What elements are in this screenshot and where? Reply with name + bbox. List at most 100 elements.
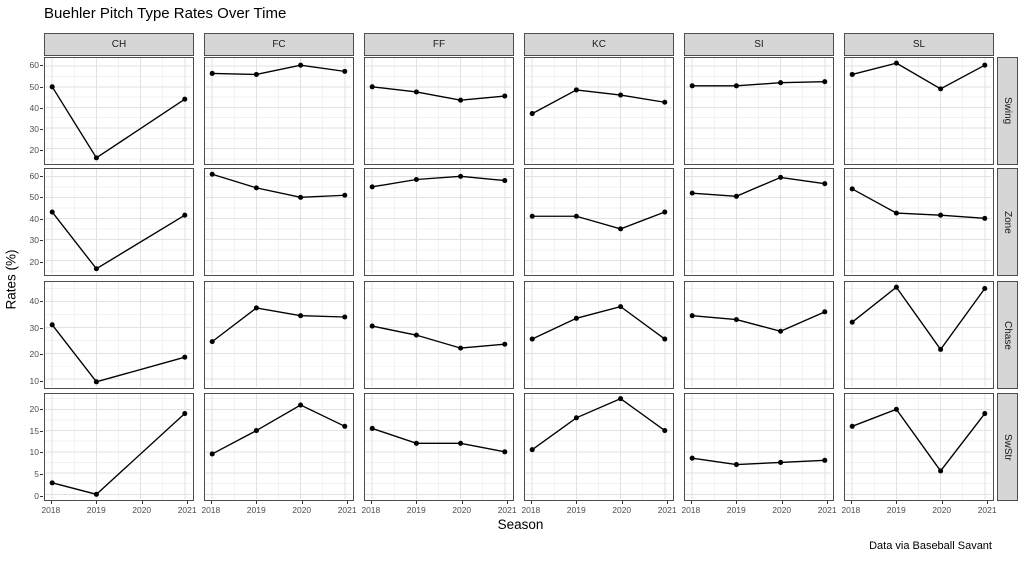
data-point xyxy=(618,396,624,402)
data-point xyxy=(93,155,99,161)
x-tick-label: 2018 xyxy=(681,505,701,515)
x-tick-label: 2020 xyxy=(452,505,472,515)
data-point xyxy=(413,176,419,183)
x-tick-mark xyxy=(690,501,692,504)
x-tick-mark xyxy=(576,501,578,504)
data-point xyxy=(369,425,375,431)
data-point xyxy=(618,92,624,98)
y-tick-mark xyxy=(40,240,43,242)
data-point xyxy=(689,83,695,89)
data-point xyxy=(733,317,739,323)
data-point xyxy=(982,62,988,68)
data-point xyxy=(49,480,55,486)
x-tick-mark xyxy=(141,501,143,504)
data-point xyxy=(253,428,259,434)
x-tick-label: 2018 xyxy=(841,505,861,515)
x-tick-label: 2020 xyxy=(772,505,792,515)
y-tick-label: 50 xyxy=(29,81,39,92)
series-line xyxy=(852,62,986,90)
data-point xyxy=(209,451,215,457)
data-point xyxy=(413,440,419,446)
x-tick-mark xyxy=(621,501,623,504)
series-line xyxy=(851,408,986,473)
y-tick-label: 40 xyxy=(29,296,39,306)
x-tick-label: 2020 xyxy=(612,505,632,515)
y-tick-label: 15 xyxy=(29,425,39,436)
data-point xyxy=(938,468,944,474)
x-tick-label: 2021 xyxy=(977,505,997,515)
y-tick-mark xyxy=(40,107,43,109)
facet-row-strip-swstr: SwStr xyxy=(997,393,1018,501)
data-point xyxy=(298,313,304,319)
data-point xyxy=(689,190,695,196)
y-axis-title: Rates (%) xyxy=(3,249,19,310)
series-line xyxy=(211,404,346,455)
data-point xyxy=(982,215,988,221)
series-line xyxy=(692,311,826,332)
x-tick-label: 2018 xyxy=(201,505,221,515)
series-line xyxy=(372,175,505,188)
x-tick-label: 2020 xyxy=(292,505,312,515)
facet-column-strip-ff: FF xyxy=(364,33,514,56)
x-tick-mark xyxy=(896,501,898,504)
data-point xyxy=(502,93,508,99)
facet-panel-ch-zone xyxy=(44,168,194,276)
x-tick-label: 2019 xyxy=(246,505,266,515)
chart-title: Buehler Pitch Type Rates Over Time xyxy=(44,5,287,22)
y-tick-label: 40 xyxy=(29,213,39,224)
x-tick-label: 2018 xyxy=(361,505,381,515)
y-tick-mark xyxy=(40,496,43,498)
x-tick-label: 2018 xyxy=(41,505,61,515)
data-point xyxy=(253,185,259,191)
data-point xyxy=(733,462,739,468)
facet-panel-fc-swing xyxy=(204,57,354,165)
data-point xyxy=(182,354,188,360)
facet-panel-si-chase xyxy=(684,281,834,389)
data-point xyxy=(573,213,579,219)
x-tick-label: 2019 xyxy=(566,505,586,515)
y-tick-label: 10 xyxy=(29,376,39,386)
data-point xyxy=(893,210,899,216)
data-point xyxy=(822,457,828,463)
y-tick-mark xyxy=(40,327,43,329)
data-point xyxy=(662,99,668,105)
data-point xyxy=(662,428,668,434)
y-tick-mark xyxy=(40,150,43,152)
series-line xyxy=(692,80,825,87)
x-tick-mark xyxy=(96,501,98,504)
facet-panel-ch-chase xyxy=(44,281,194,389)
x-tick-mark xyxy=(667,501,669,504)
x-tick-mark xyxy=(347,501,349,504)
series-line xyxy=(851,286,986,351)
data-point xyxy=(573,315,579,321)
data-point xyxy=(182,212,188,218)
data-point xyxy=(893,284,899,290)
facet-panel-ff-zone xyxy=(364,168,514,276)
y-tick-mark xyxy=(40,301,43,302)
x-tick-mark xyxy=(827,501,829,504)
facet-row-strip-chase: Chase xyxy=(997,281,1018,389)
data-point xyxy=(573,87,579,93)
data-point xyxy=(342,68,348,74)
y-tick-label: 60 xyxy=(29,170,39,181)
data-point xyxy=(253,305,259,311)
data-point xyxy=(49,322,55,328)
facet-row-strip-zone: Zone xyxy=(997,168,1018,276)
data-point xyxy=(502,341,508,347)
y-tick-mark xyxy=(40,86,43,88)
y-tick-mark xyxy=(40,261,43,263)
series-line xyxy=(531,89,665,115)
data-point xyxy=(618,226,624,232)
y-tick-mark xyxy=(40,65,43,67)
y-tick-label: 30 xyxy=(29,124,39,134)
data-point xyxy=(822,79,828,85)
data-point xyxy=(413,89,419,95)
data-point xyxy=(733,193,739,199)
data-point xyxy=(502,178,508,184)
facet-column-strip-ch: CH xyxy=(44,33,194,56)
facet-panel-fc-zone xyxy=(204,168,354,276)
data-point xyxy=(529,213,535,219)
y-tick-label: 40 xyxy=(29,102,39,113)
facet-panel-si-swing xyxy=(684,57,834,165)
data-point xyxy=(458,173,464,179)
